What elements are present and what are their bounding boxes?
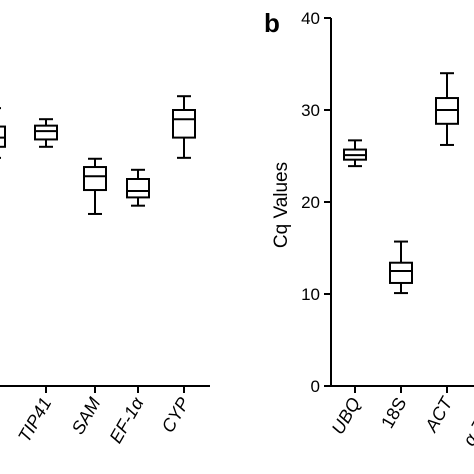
y-tick-label-b-0: 0 — [311, 377, 320, 396]
x-tick-label-b-1: 18S — [377, 394, 410, 432]
x-tick-label-b-0: UBQ — [328, 394, 365, 438]
x-tick-label-a-0: A — [0, 394, 3, 415]
x-tick-label-b-3: α-TUB — [459, 394, 474, 449]
box-a-4-box — [172, 109, 196, 139]
x-tick-label-b-2: ACT — [421, 392, 458, 436]
panel-b: b Cq Values 0 10 20 30 40 UBQ 18S ACT α-TUB — [264, 8, 474, 449]
x-tick-label-a-4: CYP — [158, 394, 194, 436]
box-a-1-box — [34, 124, 58, 141]
x-tick-label-a-2: SAM — [68, 394, 105, 438]
panel-a: A TIP41 SAM EF-1α CYP — [0, 95, 210, 447]
x-tick-label-a-1: TIP41 — [14, 394, 55, 446]
y-tick-label-b-3: 30 — [301, 101, 320, 120]
y-axis-title-b: Cq Values — [271, 162, 292, 248]
box-b-1-box — [389, 261, 413, 284]
panel-letter-b: b — [264, 8, 280, 38]
x-tick-label-a-3: EF-1α — [106, 393, 148, 446]
y-tick-label-b-1: 10 — [301, 285, 320, 304]
y-tick-label-b-4: 40 — [301, 9, 320, 28]
y-tick-label-b-2: 20 — [301, 193, 320, 212]
box-a-3-box — [126, 178, 150, 199]
box-a-2-box — [83, 166, 107, 192]
